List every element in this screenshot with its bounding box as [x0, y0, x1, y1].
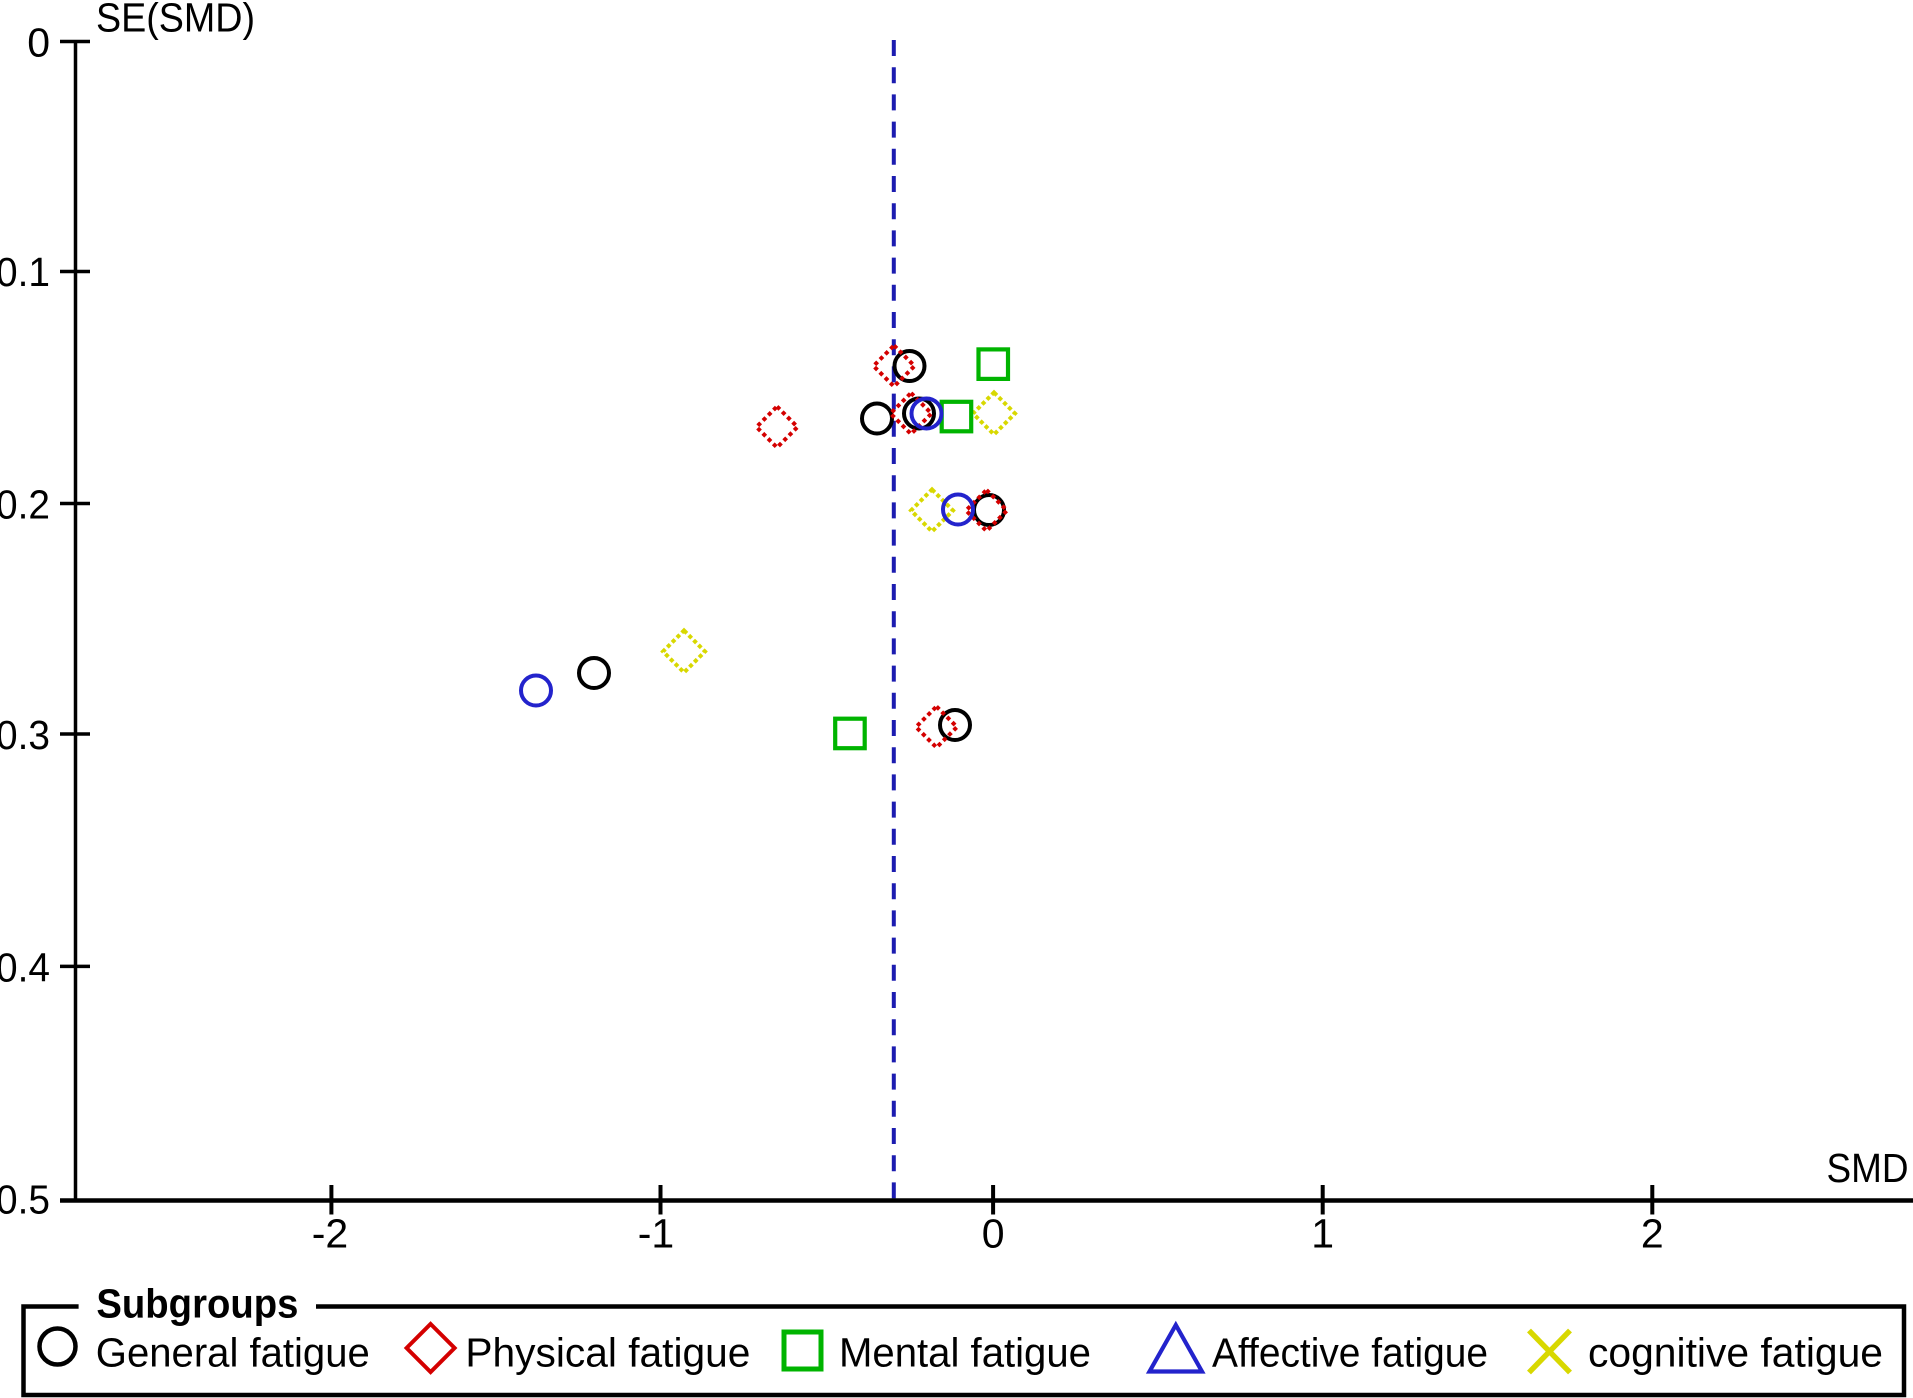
- svg-text:2: 2: [1641, 1211, 1664, 1257]
- svg-text:0.3: 0.3: [0, 712, 50, 758]
- svg-text:cognitive fatigue: cognitive fatigue: [1588, 1329, 1883, 1375]
- svg-text:SMD: SMD: [1827, 1145, 1909, 1191]
- svg-text:0: 0: [982, 1211, 1005, 1257]
- svg-text:-1: -1: [638, 1211, 674, 1257]
- svg-text:General fatigue: General fatigue: [96, 1329, 370, 1375]
- svg-text:-2: -2: [312, 1211, 348, 1257]
- svg-text:0.5: 0.5: [0, 1177, 50, 1223]
- svg-text:Subgroups: Subgroups: [96, 1280, 298, 1326]
- svg-text:Affective fatigue: Affective fatigue: [1212, 1329, 1488, 1375]
- svg-text:Mental fatigue: Mental fatigue: [839, 1329, 1091, 1375]
- svg-text:0.1: 0.1: [0, 249, 50, 295]
- svg-text:0: 0: [27, 20, 50, 66]
- svg-text:1: 1: [1311, 1211, 1334, 1257]
- svg-text:0.2: 0.2: [0, 482, 50, 528]
- svg-text:0.4: 0.4: [0, 944, 50, 990]
- svg-text:Physical fatigue: Physical fatigue: [465, 1329, 750, 1375]
- svg-text:SE(SMD): SE(SMD): [96, 0, 255, 41]
